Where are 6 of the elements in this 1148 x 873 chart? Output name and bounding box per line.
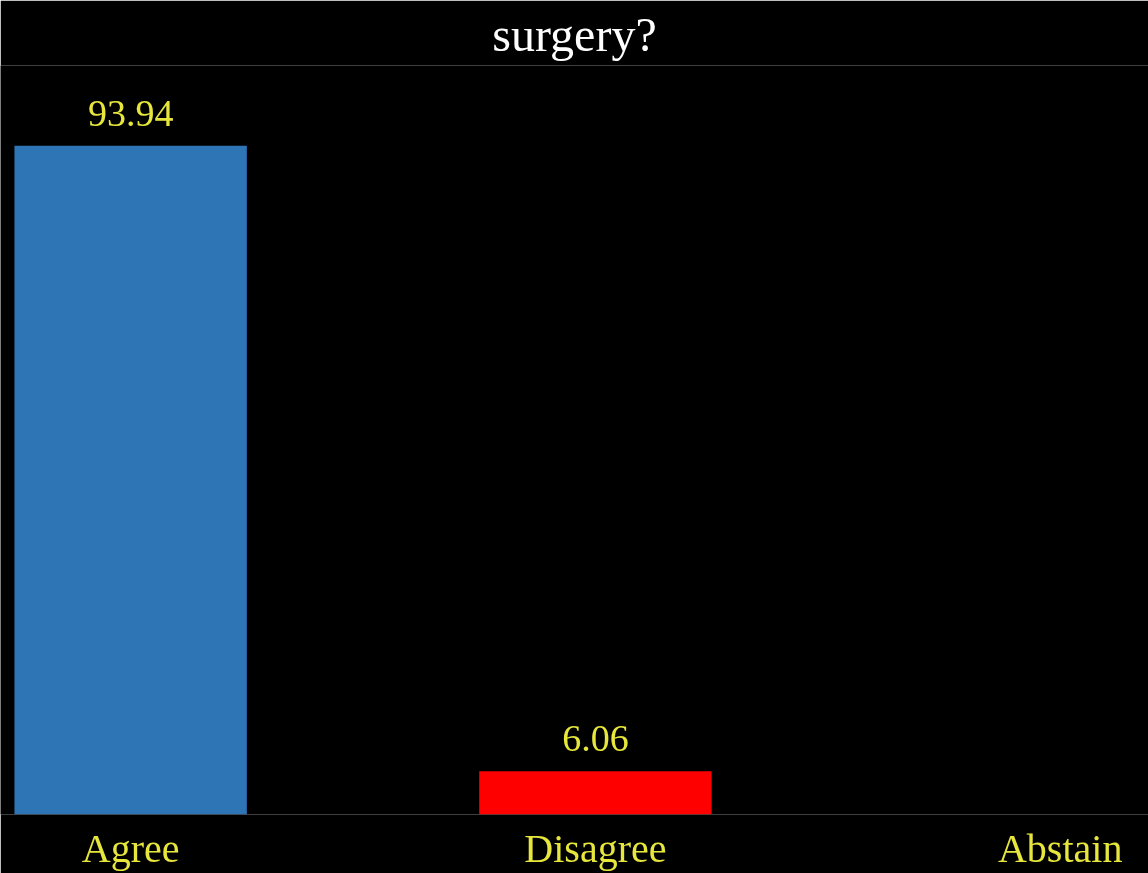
- x-tick-label: Abstain: [997, 825, 1123, 871]
- x-tick-label: Agree: [81, 825, 180, 871]
- data-label: 93.94: [87, 91, 174, 134]
- x-tick-label: Disagree: [524, 825, 667, 871]
- data-label: 6.06: [562, 717, 629, 760]
- chart-title: surgery?: [492, 7, 657, 61]
